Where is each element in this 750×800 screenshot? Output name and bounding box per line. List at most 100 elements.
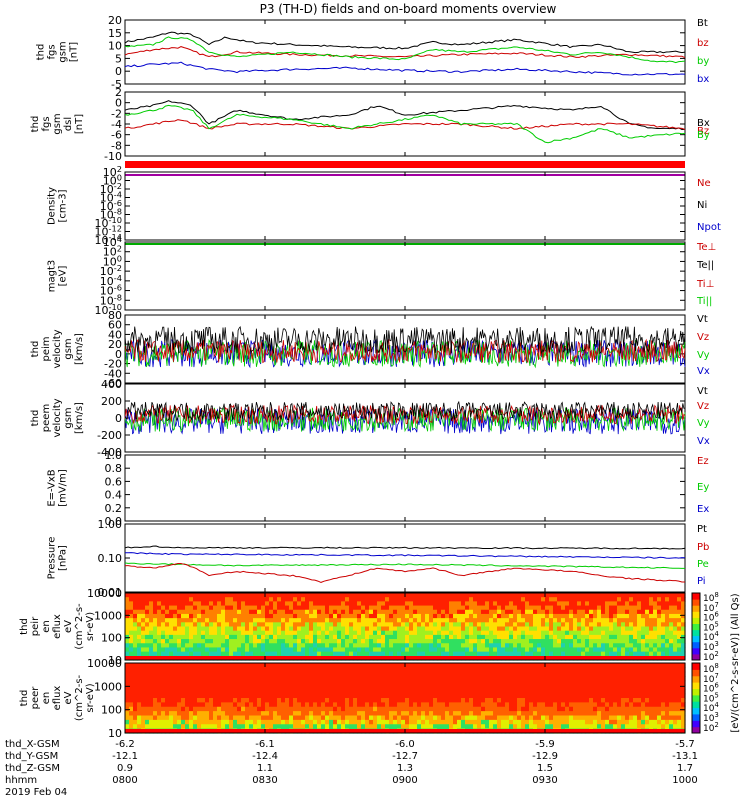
spectrogram-cell — [517, 698, 522, 703]
spectrogram-cell — [673, 715, 678, 721]
spectrogram-cell — [557, 622, 562, 628]
colorbar-segment — [692, 623, 700, 631]
spectrogram-cell — [381, 605, 386, 611]
spectrogram-cell — [593, 689, 598, 695]
spectrogram-cell — [649, 676, 654, 682]
spectrogram-cell — [241, 724, 246, 730]
spectrogram-cell — [137, 609, 142, 615]
spectrogram-cell — [361, 698, 366, 703]
spectrogram-cell — [321, 689, 326, 695]
spectrogram-cell — [197, 622, 202, 628]
spectrogram-cell — [241, 630, 246, 636]
spectrogram-cell — [221, 647, 226, 653]
spectrogram-cell — [245, 630, 250, 636]
spectrogram-cell — [677, 715, 682, 721]
spectrogram-cell — [249, 618, 254, 623]
spectrogram-cell — [289, 622, 294, 628]
spectrogram-cell — [425, 680, 430, 686]
spectrogram-cell — [581, 593, 586, 598]
spectrogram-cell — [561, 667, 566, 673]
spectrogram-cell — [265, 618, 270, 623]
spectrogram-cell — [613, 693, 618, 699]
spectrogram-cell — [361, 706, 366, 712]
spectrogram-cell — [473, 671, 478, 677]
spectrogram-cell — [609, 684, 614, 690]
spectrogram-cell — [321, 698, 326, 703]
spectrogram-cell — [545, 618, 550, 623]
spectrogram-cell — [665, 667, 670, 673]
spectrogram-cell — [513, 618, 518, 623]
spectrogram-cell — [521, 643, 526, 649]
spectrogram-cell — [149, 605, 154, 611]
spectrogram-cell — [537, 622, 542, 628]
spectrogram-cell — [569, 706, 574, 712]
spectrogram-cell — [565, 605, 570, 611]
spectrogram-cell — [517, 597, 522, 602]
spectrogram-cell — [273, 609, 278, 615]
spectrogram-cell — [437, 702, 442, 708]
spectrogram-cell — [365, 689, 370, 695]
spectrogram-cell — [493, 609, 498, 615]
spectrogram-cell — [249, 634, 254, 640]
spectrogram-cell — [361, 689, 366, 695]
spectrogram-cell — [469, 639, 474, 644]
spectrogram-cell — [129, 671, 134, 677]
spectrogram-cell — [637, 630, 642, 636]
spectrogram-cell — [449, 630, 454, 636]
spectrogram-cell — [305, 639, 310, 644]
spectrogram-cell — [349, 724, 354, 730]
spectrogram-cell — [321, 622, 326, 628]
spectrogram-cell — [245, 684, 250, 690]
spectrogram-cell — [221, 715, 226, 721]
spectrogram-cell — [445, 630, 450, 636]
spectrogram-cell — [633, 680, 638, 686]
spectrogram-cell — [525, 609, 530, 615]
spectrogram-cell — [509, 609, 514, 615]
spectrogram-cell — [209, 626, 214, 632]
spectrogram-cell — [349, 593, 354, 598]
colorbar-tick: 107 — [703, 672, 719, 685]
spectrogram-cell — [481, 651, 486, 657]
spectrogram-cell — [141, 651, 146, 657]
spectrogram-cell — [341, 597, 346, 602]
spectrogram-cell — [609, 719, 614, 725]
spectrogram-cell — [389, 680, 394, 686]
spectrogram-cell — [293, 626, 298, 632]
spectrogram-cell — [493, 689, 498, 695]
spectrogram-cell — [373, 647, 378, 653]
spectrogram-cell — [417, 689, 422, 695]
spectrogram-cell — [465, 724, 470, 730]
spectrogram-cell — [125, 609, 130, 615]
spectrogram-cell — [613, 676, 618, 682]
spectrogram-cell — [325, 626, 330, 632]
spectrogram-cell — [617, 634, 622, 640]
spectrogram-cell — [349, 634, 354, 640]
spectrogram-cell — [181, 719, 186, 725]
spectrogram-cell — [517, 601, 522, 607]
spectrogram-cell — [145, 698, 150, 703]
spectrogram-cell — [149, 613, 154, 619]
spectrogram-cell — [477, 702, 482, 708]
spectrogram-cell — [425, 706, 430, 712]
spectrogram-cell — [585, 715, 590, 721]
spectrogram-cell — [225, 605, 230, 611]
spectrogram-cell — [677, 689, 682, 695]
spectrogram-cell — [449, 711, 454, 717]
spectrogram-cell — [149, 593, 154, 598]
spectrogram-cell — [217, 634, 222, 640]
spectrogram-cell — [577, 647, 582, 653]
spectrogram-cell — [549, 630, 554, 636]
spectrogram-cell — [393, 622, 398, 628]
spectrogram-cell — [193, 684, 198, 690]
ytick-label: 10 — [108, 654, 122, 667]
spectrogram-cell — [277, 724, 282, 730]
spectrogram-cell — [489, 680, 494, 686]
spectrogram-cell — [269, 689, 274, 695]
spectrogram-cell — [281, 630, 286, 636]
spectrogram-cell — [521, 601, 526, 607]
spectrogram-cell — [353, 671, 358, 677]
legend-entry: Te⊥ — [696, 242, 716, 253]
spectrogram-cell — [281, 715, 286, 721]
spectrogram-cell — [169, 626, 174, 632]
spectrogram-cell — [657, 618, 662, 623]
